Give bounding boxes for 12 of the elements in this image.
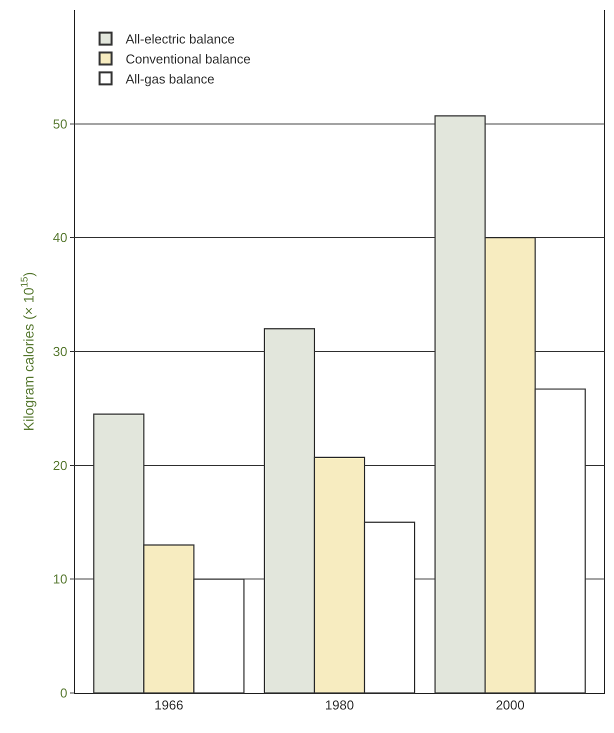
x-tick-label: 2000: [496, 698, 525, 713]
y-tick-label: 50: [52, 116, 68, 132]
x-tick-label: 1980: [325, 698, 354, 713]
x-tick-label: 1966: [154, 698, 184, 713]
y-tick-label: 20: [52, 458, 68, 473]
y-tick-label: 10: [52, 572, 68, 587]
y-tick-label: 40: [52, 230, 68, 246]
legend-label: Conventional balance: [126, 52, 251, 67]
legend-label: All-electric balance: [126, 32, 235, 47]
legend-label: All-gas balance: [126, 71, 214, 86]
y-tick-label: 0: [60, 686, 68, 701]
y-tick-label: 30: [52, 344, 68, 360]
